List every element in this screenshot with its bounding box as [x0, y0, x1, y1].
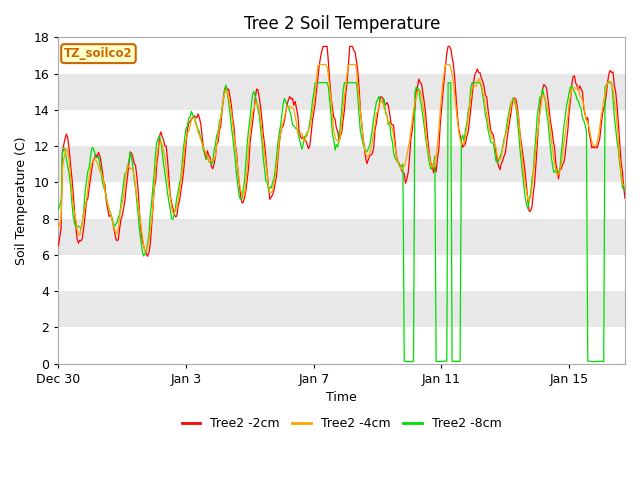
Bar	[58, 146, 625, 182]
Text: TZ_soilco2: TZ_soilco2	[64, 47, 132, 60]
Bar	[58, 219, 625, 255]
Bar	[58, 291, 625, 327]
X-axis label: Time: Time	[326, 391, 357, 404]
Title: Tree 2 Soil Temperature: Tree 2 Soil Temperature	[244, 15, 440, 33]
Bar	[58, 182, 625, 219]
Bar	[58, 37, 625, 73]
Bar	[58, 73, 625, 110]
Legend: Tree2 -2cm, Tree2 -4cm, Tree2 -8cm: Tree2 -2cm, Tree2 -4cm, Tree2 -8cm	[177, 412, 507, 435]
Y-axis label: Soil Temperature (C): Soil Temperature (C)	[15, 136, 28, 265]
Bar	[58, 255, 625, 291]
Bar	[58, 110, 625, 146]
Bar	[58, 327, 625, 364]
